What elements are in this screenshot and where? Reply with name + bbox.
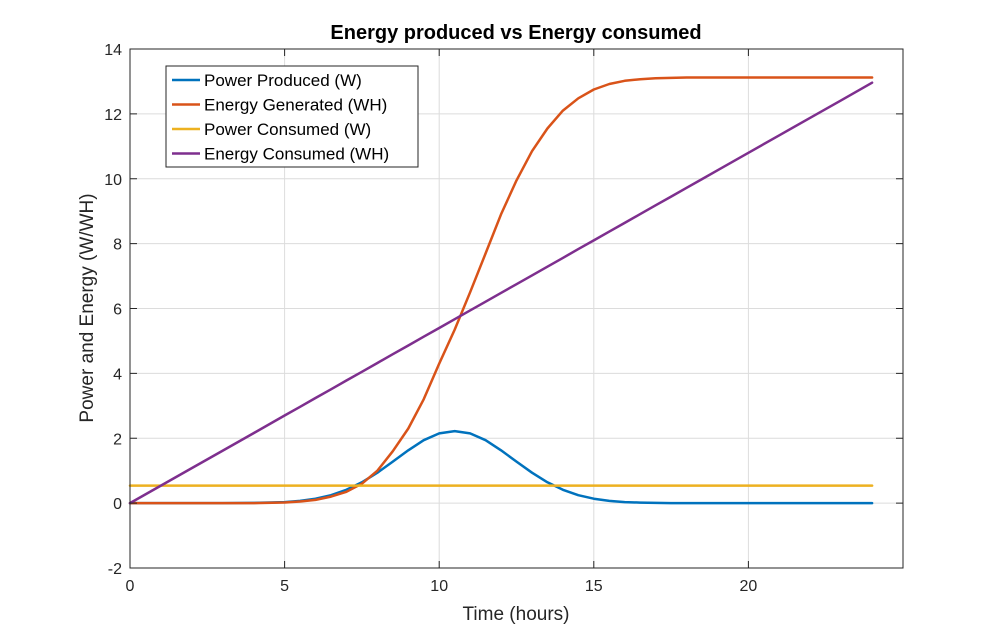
y-tick-label: 12 [104,107,122,124]
x-tick-label: 10 [430,578,448,595]
legend-label-4: Energy Consumed (WH) [204,145,389,164]
legend-box [165,65,419,168]
x-tick-label: 20 [740,578,758,595]
series-line-4 [128,81,874,505]
y-tick-label: 2 [113,431,122,448]
legend-label-2: Energy Generated (WH) [204,96,387,115]
y-tick-label: 6 [113,302,122,319]
y-tick-label: 0 [113,496,122,513]
y-tick-label: 4 [113,366,122,383]
y-tick-label: 8 [113,237,122,254]
y-tick-label: -2 [108,561,122,578]
chart-title: Energy produced vs Energy consumed [330,22,701,44]
x-tick-label: 0 [126,578,135,595]
series-line-2 [128,76,874,505]
legend-label-1: Power Produced (W) [204,71,362,90]
legend: Power Produced (W) Energy Generated (WH) P… [165,65,419,168]
series-layer [128,76,874,505]
y-tick-label: 10 [104,172,122,189]
x-tick-label: 15 [585,578,603,595]
legend-label-3: Power Consumed (W) [204,120,371,139]
x-axis-label: Time (hours) [463,604,570,625]
y-tick-label: 14 [104,42,122,59]
y-axis-label: Power and Energy (W/WH) [77,193,98,422]
x-tick-label: 5 [280,578,289,595]
